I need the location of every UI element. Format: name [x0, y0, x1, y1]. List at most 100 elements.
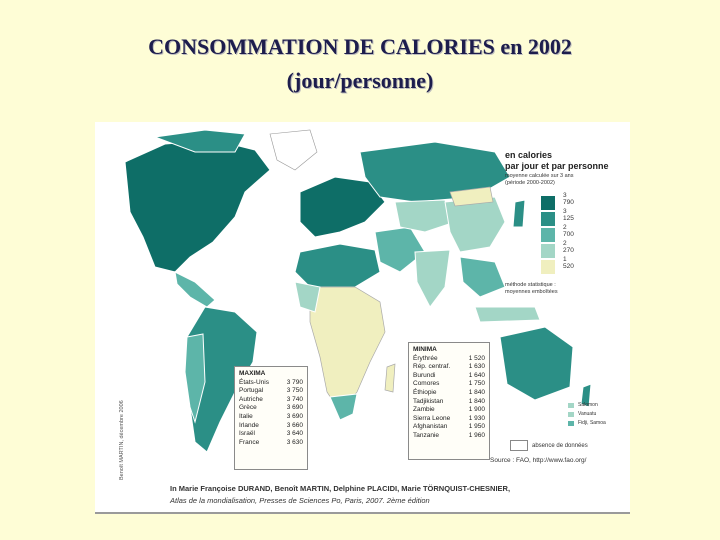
calorie-value: 1 630	[468, 363, 485, 371]
small-state-swatch	[568, 412, 574, 417]
no-data-legend: absence de données	[510, 440, 588, 451]
country-name: Sierra Leone	[413, 414, 451, 422]
slide-title: CONSOMMATION DE CALORIES en 2002	[148, 34, 572, 59]
table-row: Éthiopie 1 840	[413, 389, 485, 398]
country-name: Tanzanie	[413, 431, 440, 439]
legend-title: en calories par jour et par personne	[505, 150, 609, 172]
legend-threshold: 2 700	[563, 224, 574, 238]
region-north-africa	[294, 243, 381, 288]
table-row: Sierra Leone 1 930	[413, 415, 485, 424]
legend-method: méthode statistique : moyennes emboîtées	[505, 282, 558, 296]
region-indonesia	[474, 306, 541, 323]
country-name: Afghanistan	[413, 423, 448, 431]
region-australia	[499, 326, 574, 401]
region-mongolia	[449, 186, 494, 207]
maxima-title: MAXIMA	[239, 370, 266, 377]
credit-publication: Atlas de la mondialisation, Presses de S…	[170, 496, 430, 505]
region-greenland	[269, 129, 318, 171]
small-state-swatch	[568, 421, 574, 426]
small-states-legend: Salomon Vanuatu Fidji, Samoa	[568, 402, 606, 429]
small-state-label: Vanuatu	[578, 411, 597, 417]
legend-swatch	[541, 196, 555, 210]
table-row: Israël 3 640	[239, 430, 303, 439]
calorie-value: 3 750	[286, 387, 303, 395]
country-name: Éthiopie	[413, 388, 437, 396]
country-name: Irlande	[239, 421, 259, 429]
calorie-value: 1 750	[468, 380, 485, 388]
region-southeast-asia	[459, 256, 506, 298]
legend-period: moyenne calculée sur 3 ans (période 2000…	[505, 173, 573, 187]
legend-swatch	[541, 212, 555, 226]
region-west-africa	[294, 281, 321, 313]
source-note: Source : FAO, http://www.fao.org/	[490, 457, 587, 464]
legend-method-line1: méthode statistique :	[505, 282, 556, 288]
world-map-panel: en calories par jour et par personne moy…	[95, 122, 630, 514]
legend-title-line2: par jour et par personne	[505, 161, 609, 171]
country-name: États-Unis	[239, 378, 269, 386]
table-row: Érythrée 1 520	[413, 355, 485, 364]
table-row: Portugal 3 750	[239, 387, 303, 396]
country-name: Israël	[239, 430, 255, 438]
author-signature: Benoît MARTIN, décembre 2006	[119, 400, 125, 480]
table-row: Grèce 3 690	[239, 404, 303, 413]
country-name: Rép. centraf.	[413, 363, 451, 371]
region-madagascar	[384, 363, 396, 393]
region-central-asia	[394, 199, 456, 233]
maxima-table: MAXIMA États-Unis 3 790 Portugal 3 750 Autri…	[234, 366, 308, 470]
country-name: Autriche	[239, 395, 263, 403]
calorie-value: 3 690	[286, 412, 303, 420]
table-row: Burundi 1 640	[413, 372, 485, 381]
credit-authors: In Marie Françoise DURAND, Benoît MARTIN…	[170, 484, 511, 493]
region-europe	[299, 176, 386, 238]
small-state-item: Vanuatu	[568, 411, 606, 420]
legend-swatch	[541, 244, 555, 258]
table-row: Afghanistan 1 950	[413, 423, 485, 432]
calorie-value: 1 960	[468, 431, 485, 439]
table-row: Tanzanie 1 960	[413, 432, 485, 441]
table-row: France 3 630	[239, 439, 303, 448]
calorie-value: 3 630	[286, 438, 303, 446]
region-south-africa	[329, 393, 358, 421]
no-data-label: absence de données	[532, 443, 588, 450]
country-name: Comores	[413, 380, 440, 388]
calorie-value: 1 930	[468, 414, 485, 422]
no-data-swatch	[510, 440, 528, 451]
calorie-value: 3 790	[286, 378, 303, 386]
calorie-value: 3 740	[286, 395, 303, 403]
country-name: Zambie	[413, 406, 435, 414]
legend-threshold: 1 520	[563, 256, 574, 270]
table-row: Zambie 1 900	[413, 406, 485, 415]
region-india	[414, 249, 451, 308]
country-name: Burundi	[413, 371, 436, 379]
region-andes	[184, 333, 206, 424]
legend-threshold: 3 790	[563, 192, 574, 206]
calorie-value: 3 690	[286, 404, 303, 412]
calorie-value: 1 520	[468, 354, 485, 362]
table-row: Tadjikistan 1 840	[413, 398, 485, 407]
table-row: Comores 1 750	[413, 380, 485, 389]
legend-sub-line2: (période 2000-2002)	[505, 180, 555, 186]
country-name: Érythrée	[413, 354, 438, 362]
minima-table: MINIMA Érythrée 1 520 Rép. centraf. 1 630 Bu…	[408, 342, 490, 460]
table-row: Autriche 3 740	[239, 396, 303, 405]
slide-subtitle: (jour/personne)	[286, 68, 434, 93]
calorie-value: 1 900	[468, 406, 485, 414]
region-new-zealand	[580, 383, 592, 408]
country-name: France	[239, 438, 260, 446]
legend-swatch	[541, 228, 555, 242]
small-state-item: Fidji, Samoa	[568, 420, 606, 429]
country-name: Grèce	[239, 404, 257, 412]
small-state-item: Salomon	[568, 402, 606, 411]
legend-title-line1: en calories	[505, 150, 553, 160]
region-japan	[512, 199, 526, 228]
legend-threshold: 3 125	[563, 208, 574, 222]
region-canada-north	[154, 129, 246, 153]
table-row: Irlande 3 660	[239, 422, 303, 431]
legend-sub-line1: moyenne calculée sur 3 ans	[505, 173, 574, 179]
small-state-swatch	[568, 403, 574, 408]
table-row: Italie 3 690	[239, 413, 303, 422]
region-china	[444, 196, 506, 253]
minima-title: MINIMA	[413, 346, 437, 353]
small-state-label: Salomon	[578, 402, 598, 408]
legend-method-line2: moyennes emboîtées	[505, 289, 558, 295]
